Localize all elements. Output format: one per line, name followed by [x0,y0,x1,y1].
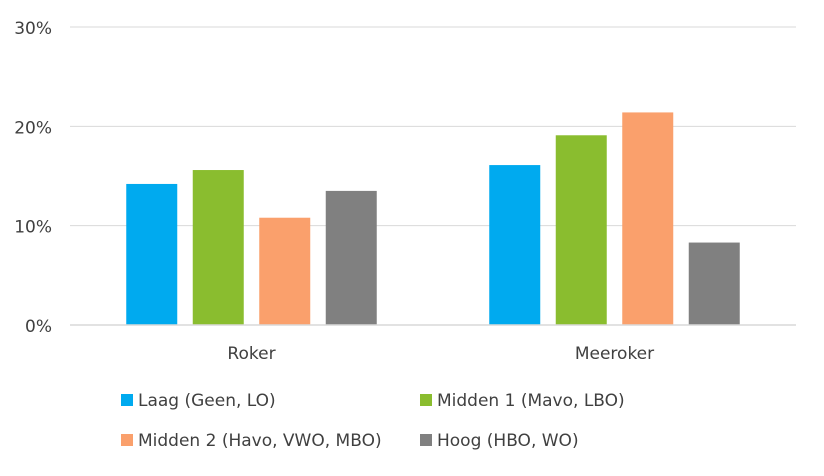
legend-label: Hoog (HBO, WO) [437,431,579,451]
bar-roker-series-1 [126,183,178,325]
legend-label: Midden 2 (Havo, VWO, MBO) [138,431,382,451]
legend-swatch [121,394,133,406]
bar-roker-series-3 [259,217,311,325]
bar-meeroker-series-2 [555,135,607,325]
bar-meeroker-series-4 [688,242,740,325]
y-tick-label: 0% [25,317,52,337]
x-axis-tick-labels: Roker Meeroker [227,344,654,364]
bar-meeroker-series-1 [489,165,541,325]
y-axis-tick-labels: 0% 10% 20% 30% [14,19,52,337]
legend-swatch [420,394,432,406]
bars [126,112,740,325]
bar-roker-series-4 [325,190,377,325]
legend-item-2: Midden 1 (Mavo, LBO) [420,391,625,411]
bar-meeroker-series-3 [622,112,674,325]
legend-label: Midden 1 (Mavo, LBO) [437,391,625,411]
legend-item-4: Hoog (HBO, WO) [420,431,579,451]
legend-item-1: Laag (Geen, LO) [121,391,276,411]
legend-swatch [121,434,133,446]
x-tick-label-meeroker: Meeroker [575,344,654,364]
legend-item-3: Midden 2 (Havo, VWO, MBO) [121,431,382,451]
legend: Laag (Geen, LO) Midden 1 (Mavo, LBO) Midde… [121,391,625,451]
gridlines [70,26,796,227]
x-tick-label-roker: Roker [227,344,275,364]
bar-roker-series-2 [192,170,244,325]
legend-swatch [420,434,432,446]
y-tick-label: 10% [14,218,52,238]
y-tick-label: 20% [14,118,52,138]
y-tick-label: 30% [14,19,52,39]
legend-label: Laag (Geen, LO) [138,391,276,411]
